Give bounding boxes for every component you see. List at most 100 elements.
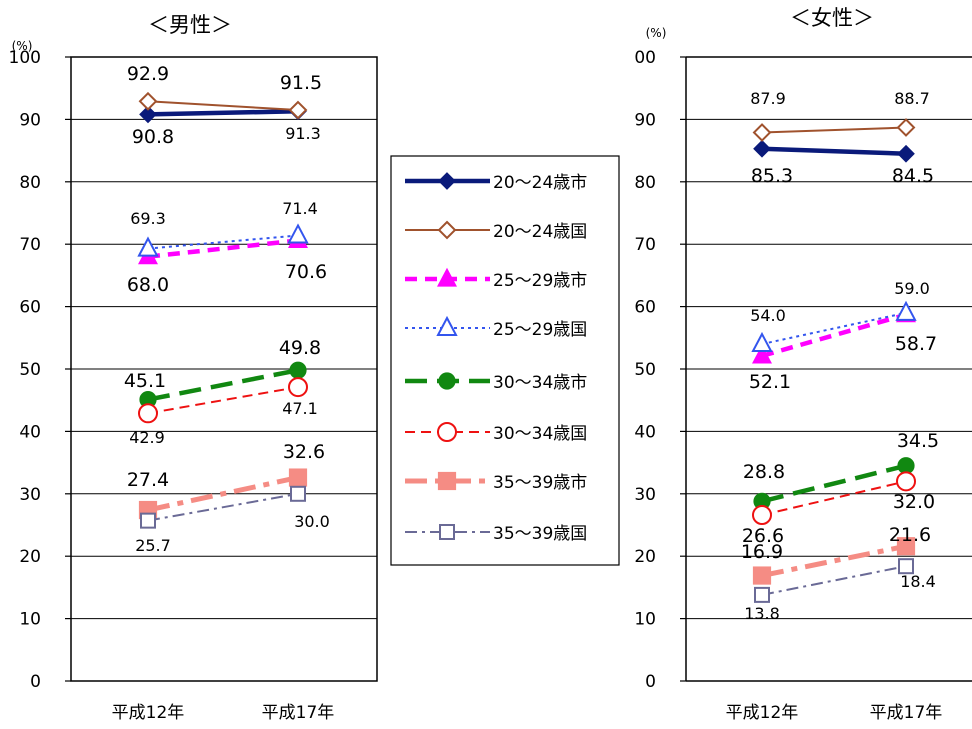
y-tick-label: 50 bbox=[19, 360, 41, 380]
square-marker bbox=[437, 471, 457, 491]
square-marker bbox=[752, 566, 772, 585]
data-label: 42.9 bbox=[129, 428, 165, 447]
male-series-group bbox=[137, 91, 309, 529]
y-tick-label: 60 bbox=[634, 298, 656, 318]
series-line-8 bbox=[140, 485, 306, 529]
diamond-marker bbox=[896, 118, 916, 137]
y-tick-label: 90 bbox=[634, 110, 656, 130]
data-label: 59.0 bbox=[894, 279, 930, 298]
series-line bbox=[761, 312, 907, 359]
y-tick-label: 0 bbox=[645, 672, 656, 692]
diamond-marker bbox=[139, 105, 157, 124]
male-chart: ＜男性＞ (%) 0 10 20 30 40 50 60 70 80 90 100 平成12年 平成… bbox=[9, 13, 378, 723]
data-label: 92.9 bbox=[127, 63, 169, 85]
triangle-marker bbox=[437, 267, 457, 287]
legend-label: 35～39歳市 bbox=[493, 473, 587, 493]
square-marker bbox=[290, 485, 306, 502]
series-line bbox=[761, 463, 907, 504]
legend-label: 35～39歳国 bbox=[493, 524, 587, 544]
y-tick-label: 30 bbox=[634, 485, 656, 505]
series-line bbox=[147, 475, 299, 513]
series-line bbox=[147, 100, 299, 112]
data-label: 54.0 bbox=[750, 306, 786, 325]
data-label: 34.5 bbox=[897, 430, 939, 452]
female-y-axis: 0 10 20 30 40 50 60 70 80 90 00 bbox=[634, 48, 686, 692]
series-line-6 bbox=[138, 377, 308, 424]
legend-label: 30～34歳市 bbox=[493, 373, 587, 393]
data-label: 68.0 bbox=[127, 274, 169, 296]
data-label: 16.9 bbox=[741, 541, 783, 563]
legend: 20～24歳市 20～24歳国 25～29歳市 25～29歳国 30～34歳市 … bbox=[390, 155, 620, 566]
data-label: 52.1 bbox=[749, 371, 791, 393]
triangle-marker bbox=[287, 223, 309, 244]
male-x-tick-label: 平成12年 bbox=[112, 703, 185, 723]
male-x-tick-label: 平成17年 bbox=[262, 703, 335, 723]
legend-label: 30～34歳国 bbox=[493, 424, 587, 444]
square-marker bbox=[898, 558, 914, 575]
series-line-5 bbox=[139, 361, 307, 409]
data-label: 47.1 bbox=[282, 399, 318, 418]
triangle-marker bbox=[752, 344, 772, 364]
data-label: 45.1 bbox=[124, 370, 166, 392]
data-label: 13.8 bbox=[744, 604, 780, 623]
y-tick-label: 0 bbox=[30, 672, 41, 692]
circle-marker bbox=[896, 471, 916, 492]
female-gridlines bbox=[686, 118, 972, 620]
diamond-marker bbox=[288, 100, 308, 120]
data-label: 71.4 bbox=[282, 199, 318, 218]
series-line-8 bbox=[754, 558, 914, 603]
data-label: 25.7 bbox=[135, 536, 171, 555]
y-tick-label: 20 bbox=[19, 547, 41, 567]
series-line-5 bbox=[753, 457, 915, 510]
diamond-marker bbox=[437, 220, 457, 240]
square-marker bbox=[754, 586, 770, 603]
circle-marker bbox=[288, 377, 308, 398]
data-label: 30.0 bbox=[294, 512, 330, 531]
data-label: 84.5 bbox=[892, 165, 934, 187]
male-y-unit: (%) bbox=[12, 39, 33, 53]
y-tick-label: 10 bbox=[19, 610, 41, 630]
series-line bbox=[147, 386, 299, 415]
series-line-6 bbox=[752, 471, 916, 526]
square-marker bbox=[288, 468, 308, 487]
diamond-marker bbox=[753, 139, 771, 158]
data-label: 28.8 bbox=[743, 461, 785, 483]
data-label: 85.3 bbox=[751, 165, 793, 187]
square-marker bbox=[896, 537, 916, 556]
y-tick-label: 20 bbox=[634, 547, 656, 567]
circle-marker bbox=[138, 403, 158, 424]
female-data-labels: 87.9 88.7 85.3 84.5 54.0 59.0 52.1 58.7 … bbox=[741, 89, 939, 623]
series-line bbox=[761, 146, 907, 156]
data-label: 70.6 bbox=[285, 261, 327, 283]
legend-label: 20～24歳市 bbox=[493, 173, 587, 193]
y-tick-label: 00 bbox=[634, 48, 656, 68]
series-line bbox=[761, 543, 907, 578]
diamond-marker bbox=[438, 172, 456, 190]
triangle-marker bbox=[751, 331, 773, 353]
data-label: 91.3 bbox=[285, 124, 321, 143]
y-tick-label: 80 bbox=[634, 173, 656, 193]
female-chart-title: ＜女性＞ bbox=[790, 6, 874, 30]
series-line-4 bbox=[137, 223, 309, 257]
y-tick-label: 60 bbox=[19, 298, 41, 318]
data-label: 58.7 bbox=[895, 333, 937, 355]
y-tick-label: 70 bbox=[634, 235, 656, 255]
series-line bbox=[761, 480, 907, 516]
y-tick-label: 40 bbox=[634, 422, 656, 442]
data-label: 18.4 bbox=[900, 572, 936, 591]
series-line bbox=[761, 126, 907, 134]
series-line-1 bbox=[753, 139, 915, 163]
series-line bbox=[147, 109, 299, 117]
series-line-2 bbox=[752, 118, 916, 142]
series-line-4 bbox=[751, 300, 917, 353]
circle-marker bbox=[752, 505, 772, 526]
female-x-tick-label: 平成12年 bbox=[726, 703, 799, 723]
y-tick-label: 70 bbox=[19, 235, 41, 255]
circle-marker bbox=[289, 361, 307, 379]
data-label: 27.4 bbox=[127, 469, 169, 491]
circle-marker bbox=[437, 422, 457, 442]
male-data-labels: 92.9 90.8 91.5 91.3 69.3 68.0 71.4 70.6 … bbox=[124, 63, 330, 555]
series-line bbox=[761, 565, 907, 596]
data-label: 91.5 bbox=[280, 72, 322, 94]
data-label: 21.6 bbox=[889, 524, 931, 546]
